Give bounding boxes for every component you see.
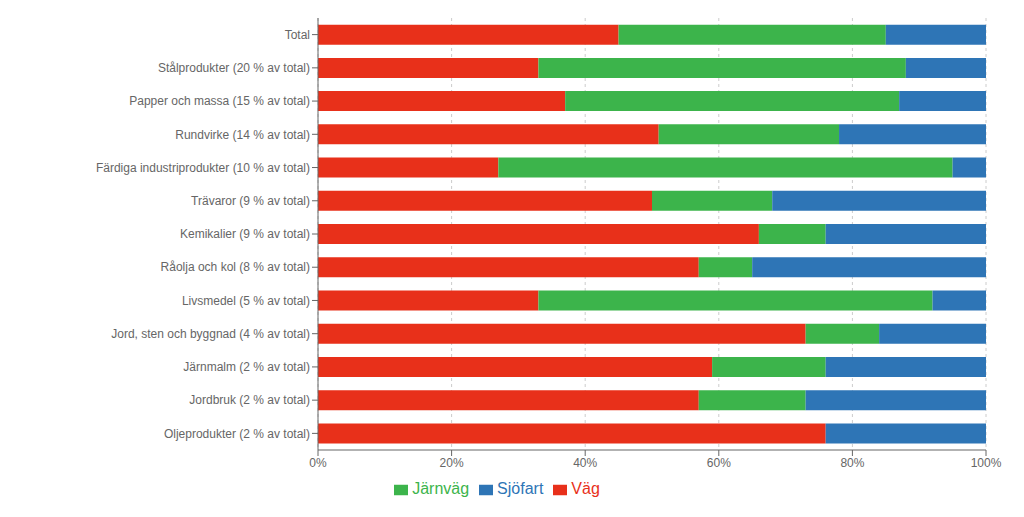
- svg-text:Färdiga industriprodukter (10: Färdiga industriprodukter (10 % av total…: [96, 161, 310, 175]
- html-text:Väg: Väg: [571, 480, 600, 497]
- svg-text:Jord, sten och byggnad (4 % av: Jord, sten och byggnad (4 % av total): [111, 327, 310, 341]
- svg-text:60%: 60%: [707, 456, 731, 470]
- svg-text:Total: Total: [285, 28, 310, 42]
- svg-text:Trävaror (9 % av total): Trävaror (9 % av total): [191, 194, 310, 208]
- svg-text:100%: 100%: [971, 456, 1002, 470]
- svg-text:Rundvirke (14 % av total): Rundvirke (14 % av total): [175, 128, 310, 142]
- svg-text:80%: 80%: [840, 456, 864, 470]
- svg-text:Kemikalier (9 % av total): Kemikalier (9 % av total): [180, 227, 310, 241]
- svg-text:Stålprodukter (20 % av total): Stålprodukter (20 % av total): [158, 61, 310, 75]
- svg-text:Papper och massa (15 % av tota: Papper och massa (15 % av total): [129, 94, 310, 108]
- svg-text:Livsmedel (5 % av total): Livsmedel (5 % av total): [182, 294, 310, 308]
- svg-text:Råolja och kol (8 % av total): Råolja och kol (8 % av total): [161, 260, 310, 274]
- html-text:Sjöfart: Sjöfart: [497, 480, 544, 497]
- svg-text:Järnmalm (2 % av total): Järnmalm (2 % av total): [183, 360, 310, 374]
- svg-text:Jordbruk (2 % av total): Jordbruk (2 % av total): [189, 393, 310, 407]
- svg-text:Oljeprodukter (2 % av total): Oljeprodukter (2 % av total): [164, 427, 310, 441]
- html-text:Järnväg: Järnväg: [412, 480, 470, 497]
- svg-text:40%: 40%: [573, 456, 597, 470]
- svg-text:0%: 0%: [309, 456, 327, 470]
- svg-text:20%: 20%: [440, 456, 464, 470]
